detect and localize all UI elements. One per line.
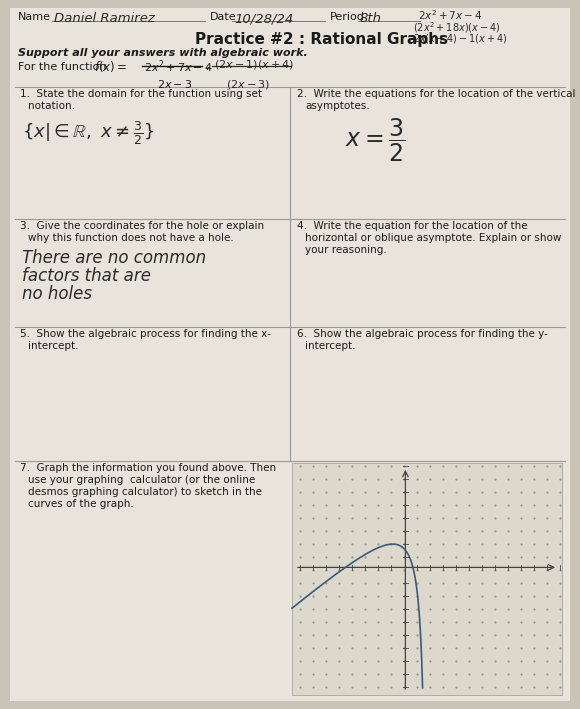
Text: intercept.: intercept. [28,341,78,351]
Text: intercept.: intercept. [305,341,356,351]
Text: There are no common: There are no common [22,249,206,267]
Text: $2x-3$: $2x-3$ [157,78,193,90]
Text: 1.  State the domain for the function using set: 1. State the domain for the function usi… [20,89,262,99]
Text: asymptotes.: asymptotes. [305,101,369,111]
Text: Name: Name [18,12,51,22]
Text: use your graphing  calculator (or the online: use your graphing calculator (or the onl… [28,475,255,485]
Text: 3.  Give the coordinates for the hole or explain: 3. Give the coordinates for the hole or … [20,221,264,231]
Text: no holes: no holes [22,285,92,303]
Text: Practice #2 : Rational Graphs: Practice #2 : Rational Graphs [195,32,448,47]
Text: 7.  Graph the information you found above. Then: 7. Graph the information you found above… [20,463,276,473]
Text: $(2x^2+18x)(x-4)$: $(2x^2+18x)(x-4)$ [413,20,501,35]
Text: Support all your answers with algebraic work.: Support all your answers with algebraic … [18,48,308,58]
Text: $2x^2+7x-4$: $2x^2+7x-4$ [418,8,483,22]
Text: your reasoning.: your reasoning. [305,245,387,255]
Text: $f(x)=$: $f(x)=$ [94,59,127,74]
Text: $2x^2+7x-4$: $2x^2+7x-4$ [144,58,213,74]
Text: $x=\dfrac{3}{2}$: $x=\dfrac{3}{2}$ [345,117,405,164]
Text: $\{x|{\in}\mathbb{R},\ x{\neq}\frac{3}{2}\}$: $\{x|{\in}\mathbb{R},\ x{\neq}\frac{3}{2… [22,119,154,147]
Text: Daniel Ramirez: Daniel Ramirez [54,12,155,25]
Text: factors that are: factors that are [22,267,151,285]
Text: 8th: 8th [360,12,382,25]
Text: curves of the graph.: curves of the graph. [28,499,134,509]
Bar [292,463,562,695]
Text: Date: Date [210,12,237,22]
Text: ,: , [206,59,210,72]
Text: $(2x-1)(x+4)$: $(2x-1)(x+4)$ [214,58,294,71]
Text: desmos graphing calculator) to sketch in the: desmos graphing calculator) to sketch in… [28,487,262,497]
Text: why this function does not have a hole.: why this function does not have a hole. [28,233,234,243]
Text: 5.  Show the algebraic process for finding the x-: 5. Show the algebraic process for findin… [20,329,271,339]
Text: 10/28/24: 10/28/24 [234,12,293,25]
Text: 4.  Write the equation for the location of the: 4. Write the equation for the location o… [297,221,528,231]
Text: notation.: notation. [28,101,75,111]
Text: 2.  Write the equations for the location of the vertical: 2. Write the equations for the location … [297,89,575,99]
Text: For the function: For the function [18,62,107,72]
Text: 6.  Show the algebraic process for finding the y-: 6. Show the algebraic process for findin… [297,329,548,339]
Text: horizontal or oblique asymptote. Explain or show: horizontal or oblique asymptote. Explain… [305,233,561,243]
Text: $(2x-3)$: $(2x-3)$ [226,78,270,91]
Text: Period: Period [330,12,365,22]
Text: $2x(x+4)-1(x+4)$: $2x(x+4)-1(x+4)$ [413,32,508,45]
